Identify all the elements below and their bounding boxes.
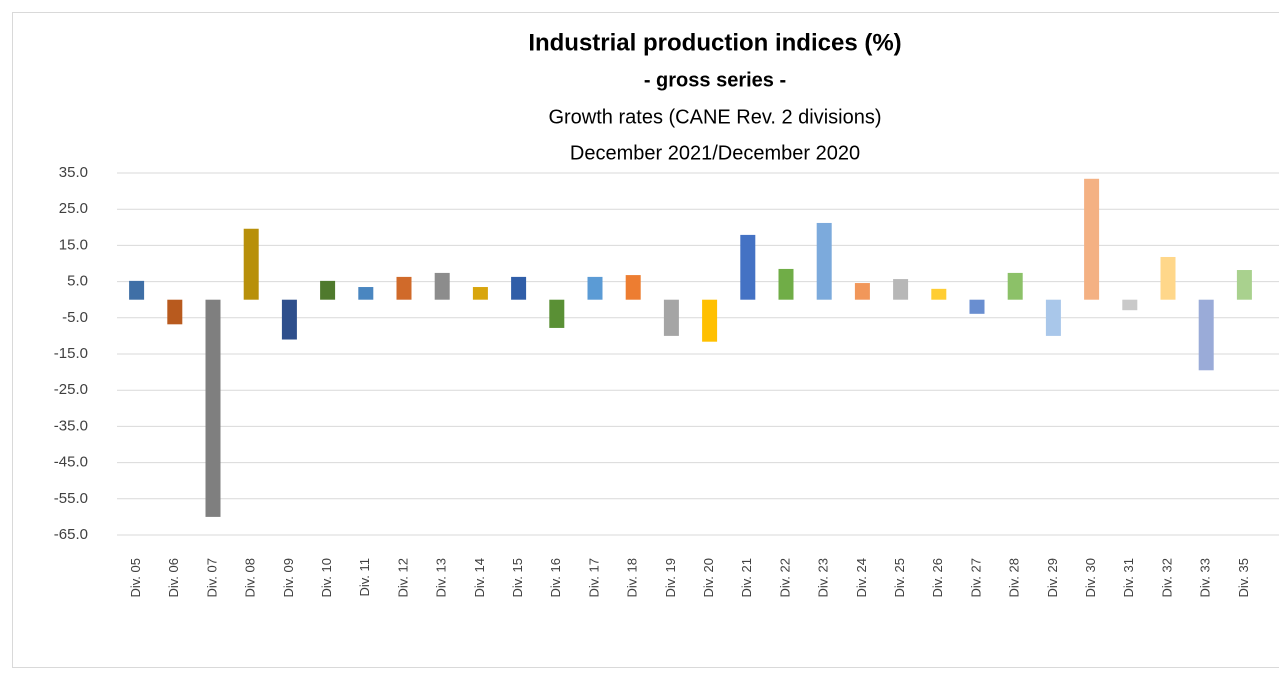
x-tick-label: Div. 26 [930,558,945,598]
y-tick-label: -35.0 [54,417,88,434]
chart-subtitle: December 2021/December 2020 [570,142,860,164]
x-tick-label: Div. 16 [548,558,563,598]
bar [167,299,183,325]
y-tick-label: -45.0 [54,454,88,471]
y-tick-label: -5.0 [62,309,88,326]
x-tick-label: Div. 17 [586,558,601,598]
y-tick-label: -55.0 [54,490,88,507]
x-tick-label: Div. 05 [128,558,143,598]
x-tick-label: Div. 22 [777,558,792,598]
x-tick-label: Div. 08 [243,558,258,598]
y-tick-label: -25.0 [54,381,88,398]
bar [1122,299,1138,311]
chart-subtitle: Growth rates (CANE Rev. 2 divisions) [548,106,881,128]
bar [1160,256,1176,300]
bar [778,268,794,300]
bar [320,280,336,300]
bar [663,299,679,336]
bar [702,299,718,342]
bar [281,299,297,340]
bar [434,272,450,300]
y-tick-label: 35.0 [59,164,88,181]
x-tick-label: Div. 24 [854,558,869,598]
bar [740,234,756,300]
x-tick-label: Div. 25 [892,558,907,598]
x-tick-label: Div. 06 [166,558,181,598]
x-tick-label: Div. 31 [1121,558,1136,598]
x-tick-label: Div. 28 [1007,558,1022,598]
x-tick-label: Div. 07 [204,558,219,598]
bar [511,276,527,300]
x-tick-label: Div. 13 [434,558,449,598]
chart-border [12,12,1279,668]
bar [358,287,374,300]
bar [205,299,221,517]
x-tick-label: Div. 29 [1045,558,1060,598]
x-tick-label: Div. 23 [816,558,831,598]
bar [587,276,603,300]
bar [396,276,412,300]
chart-title: Industrial production indices (%) [528,29,901,56]
bar [129,280,145,300]
x-tick-label: Div. 18 [625,558,640,598]
bar [1007,272,1023,300]
bar [1198,299,1214,371]
y-tick-label: 15.0 [59,236,88,253]
x-tick-label: Div. 12 [395,558,410,598]
bar [472,287,488,300]
y-tick-label: -15.0 [54,345,88,362]
bar [1045,299,1061,336]
y-tick-label: 25.0 [59,200,88,217]
bar [816,222,832,300]
x-tick-label: Div. 15 [510,558,525,598]
x-tick-label: Div. 30 [1083,558,1098,598]
x-tick-label: Div. 32 [1159,558,1174,598]
x-tick-label: Div. 09 [281,558,296,598]
bar [969,299,985,314]
x-tick-label: Div. 27 [968,558,983,598]
bar [893,279,909,300]
bar [243,228,259,300]
x-tick-label: Div. 19 [663,558,678,598]
x-tick-label: Div. 14 [472,558,487,598]
bar [625,275,641,300]
x-tick-label: Div. 20 [701,558,716,598]
bar [1084,178,1100,300]
x-tick-label: Div. 35 [1236,558,1251,598]
x-tick-label: Div. 21 [739,558,754,598]
x-tick-label: Div. 10 [319,558,334,598]
x-tick-label: Div. 33 [1198,558,1213,598]
bar [1236,270,1252,300]
chart-subtitle: - gross series - [644,69,786,91]
bar [549,299,565,328]
bar [931,288,947,300]
y-tick-label: 5.0 [67,273,88,290]
y-tick-label: -65.0 [54,526,88,543]
x-tick-label: Div. 11 [357,558,372,597]
bar [854,283,870,300]
